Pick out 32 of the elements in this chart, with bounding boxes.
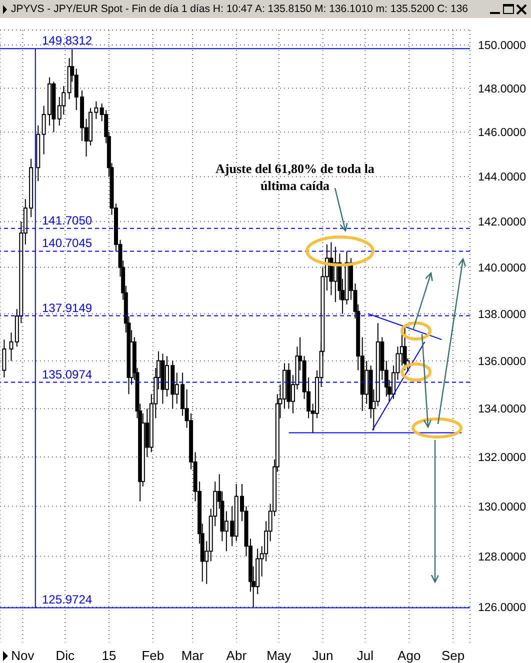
x-tick-label: Jun: [312, 648, 334, 663]
y-tick-label: 136.0000: [478, 356, 526, 368]
y-tick-label: 142.0000: [478, 216, 526, 229]
y-tick-label: 128.0000: [478, 551, 526, 564]
y-tick-label: 126.0000: [478, 602, 526, 614]
y-tick-label: 150.0000: [478, 40, 526, 52]
x-tick-label: Nov: [11, 648, 35, 663]
y-tick-label: 148.0000: [478, 83, 526, 96]
x-tick-label: Mar: [181, 648, 204, 663]
ref-line-label: 141.7050: [42, 213, 92, 228]
x-tick-label: Jul: [356, 648, 374, 663]
y-tick-label: 146.0000: [478, 127, 526, 140]
x-tick-label: 15: [102, 648, 116, 663]
ref-line-label: 137.9149: [42, 300, 92, 315]
chart-title: JPYVS - JPY/EUR Spot - Fin de día 1 días H: 10:47 A: 135.8150 M: 136.1010 m: 135.5200 C: 136: [11, 3, 468, 15]
ref-line-label: 140.7045: [42, 236, 92, 250]
y-tick-label: 134.0000: [478, 404, 526, 416]
x-tick-label: Dic: [56, 648, 76, 663]
x-tick-label: Abr: [226, 648, 248, 663]
y-tick-label: 144.0000: [478, 172, 526, 184]
annotation: Ajuste del 61,80% de toda la última caída: [214, 160, 376, 194]
y-tick-label: 140.0000: [478, 262, 526, 274]
x-tick-label: May: [266, 648, 292, 663]
y-tick-label: 132.0000: [478, 452, 526, 464]
x-tick-label: Feb: [142, 648, 164, 663]
ref-line-label: 149.8312: [42, 34, 92, 48]
y-tick-label: 130.0000: [478, 501, 526, 514]
y-tick-label: 138.0000: [478, 308, 526, 321]
ref-line-label: 125.9724: [42, 592, 92, 607]
ref-line-label: 135.0974: [42, 367, 92, 382]
x-tick-label: Ago: [398, 648, 421, 663]
x-tick-label: Sep: [441, 648, 465, 663]
